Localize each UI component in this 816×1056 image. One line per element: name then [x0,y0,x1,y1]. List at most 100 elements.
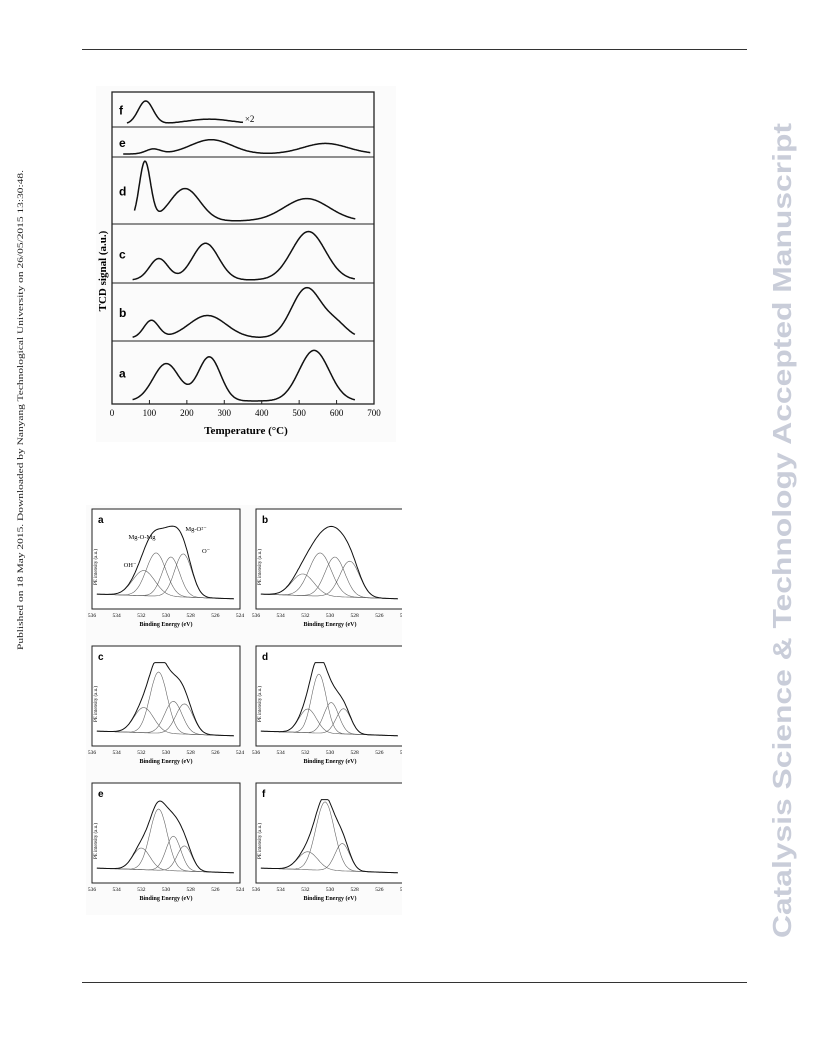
tpr-panel-label: c [119,248,126,262]
xps-envelope-curve [260,799,398,874]
xps-x-tick-label: 534 [277,887,286,893]
xps-envelope-curve [96,800,234,874]
xps-x-tick-label: 526 [375,613,384,619]
publication-note: Published on 18 May 2015. Downloaded by … [14,160,26,660]
xps-y-axis-label: PE intensity (a.u.) [258,549,263,585]
xps-x-tick-label: 528 [187,613,196,619]
xps-x-axis-label: Binding Energy (eV) [139,758,192,765]
xps-x-tick-label: 530 [162,750,171,756]
tpr-x-tick-label: 600 [330,408,344,418]
xps-x-tick-label: 532 [301,750,310,756]
tpr-x-tick-label: 700 [367,408,381,418]
publication-note-text: Published on 18 May 2015. Downloaded by … [15,170,25,650]
xps-x-tick-label: 536 [88,887,97,893]
xps-x-tick-label: 532 [137,887,146,893]
xps-envelope-curve [96,525,234,600]
xps-x-tick-label: 528 [351,750,360,756]
xps-x-tick-label: 534 [113,750,122,756]
xps-x-tick-label: 524 [400,887,402,893]
tpr-figure: TCD signal (a.u.) Temperature (°C) f e d c b… [96,86,396,447]
xps-x-tick-label: 532 [137,613,146,619]
xps-envelope-curve [260,525,398,600]
tpr-x-tick-label: 400 [255,408,269,418]
journal-watermark: Catalysis Science & Technology Accepted … [758,110,806,950]
xps-panel-frame [91,782,241,884]
xps-x-tick-label: 530 [326,887,335,893]
xps-x-axis-label: Binding Energy (eV) [139,895,192,902]
xps-envelope-curve [96,662,234,737]
xps-annotation: Mg-O²⁻ [185,526,207,533]
xps-y-axis-label: PE intensity (a.u.) [94,823,99,859]
footer-rule [82,982,747,983]
xps-panel-frame [255,645,405,747]
xps-x-tick-label: 534 [277,613,286,619]
tpr-x-tick-label: 500 [292,408,306,418]
xps-panel-label: e [98,789,104,800]
xps-panel-frame [255,782,405,884]
xps-panel-label: c [98,652,104,663]
xps-x-axis-label: Binding Energy (eV) [303,621,356,628]
xps-x-tick-label: 530 [162,887,171,893]
tpr-annotation-x2: ×2 [245,114,255,124]
tpr-curve-f [126,100,244,124]
xps-x-tick-label: 536 [252,613,261,619]
xps-x-tick-label: 534 [113,613,122,619]
xps-annotation: O⁻ [202,548,211,555]
journal-watermark-text: Catalysis Science & Technology Accepted … [767,123,797,938]
tpr-y-axis-label: TCD signal (a.u.) [97,230,109,311]
tpr-plot-frame [111,91,375,405]
xps-panel-b: b PE intensity (a.u.) 536 534 532 530 528 526 52… [252,508,408,628]
journal-watermark-svg: Catalysis Science & Technology Accepted … [767,123,797,938]
tpr-panel-label: e [119,136,126,150]
xps-x-tick-label: 530 [162,613,171,619]
xps-annotation: OH⁻ [124,562,137,569]
xps-x-tick-label: 536 [88,613,97,619]
xps-x-tick-label: 528 [187,887,196,893]
xps-x-axis-label: Binding Energy (eV) [139,621,192,628]
tpr-x-axis-label: Temperature (°C) [204,425,288,437]
xps-x-tick-label: 528 [351,613,360,619]
tpr-x-tick-label: 100 [143,408,157,418]
xps-envelope-curve [260,662,398,737]
xps-figure: a PE intensity (a.u.) 536 534 532 530 528 526 52… [86,505,408,920]
xps-x-tick-label: 526 [211,750,220,756]
xps-panel-frame [91,645,241,747]
xps-panel-label: d [262,652,268,663]
xps-chart-grid: a PE intensity (a.u.) 536 534 532 530 528 526 52… [86,505,408,915]
xps-panel-label: f [262,789,266,800]
tpr-x-tick-label: 0 [110,408,115,418]
tpr-curve-b [132,286,356,338]
xps-y-axis-label: PE intensity (a.u.) [258,686,263,722]
xps-x-tick-label: 532 [137,750,146,756]
xps-x-tick-label: 532 [301,887,310,893]
xps-x-tick-label: 536 [88,750,97,756]
xps-y-axis-label: PE intensity (a.u.) [94,549,99,585]
xps-x-tick-label: 536 [252,750,261,756]
tpr-panel-label: b [119,306,126,320]
xps-panel-c: c PE intensity (a.u.) 536 534 532 530 528 526 52… [88,645,245,765]
xps-x-tick-label: 530 [326,613,335,619]
tpr-curve-a [132,349,356,402]
xps-x-tick-label: 524 [236,887,245,893]
xps-x-axis-label: Binding Energy (eV) [303,758,356,765]
tpr-panel-label: d [119,185,126,199]
xps-panel-a: a PE intensity (a.u.) 536 534 532 530 528 526 52… [88,508,244,628]
xps-panel-frame [255,508,405,610]
xps-x-tick-label: 526 [375,750,384,756]
publication-note-svg: Published on 18 May 2015. Downloaded by … [15,170,25,650]
xps-y-axis-label: PE intensity (a.u.) [94,686,99,722]
xps-x-tick-label: 530 [326,750,335,756]
xps-panel-label: a [98,515,104,526]
xps-panel-e: e PE intensity (a.u.) 536 534 532 530 528 526 52… [88,782,245,902]
xps-x-tick-label: 536 [252,887,261,893]
tpr-panel-label: f [119,104,124,118]
xps-panel-f: f PE intensity (a.u.) 536 534 532 530 528 526 52… [252,782,408,902]
xps-annotation: Mg-O-Mg [128,534,156,541]
xps-x-tick-label: 524 [236,750,245,756]
xps-x-tick-label: 524 [400,613,402,619]
xps-x-tick-label: 526 [375,887,384,893]
xps-x-tick-label: 526 [211,613,220,619]
xps-x-axis-label: Binding Energy (eV) [303,895,356,902]
xps-x-tick-label: 532 [301,613,310,619]
tpr-chart: TCD signal (a.u.) Temperature (°C) f e d c b… [96,86,396,442]
